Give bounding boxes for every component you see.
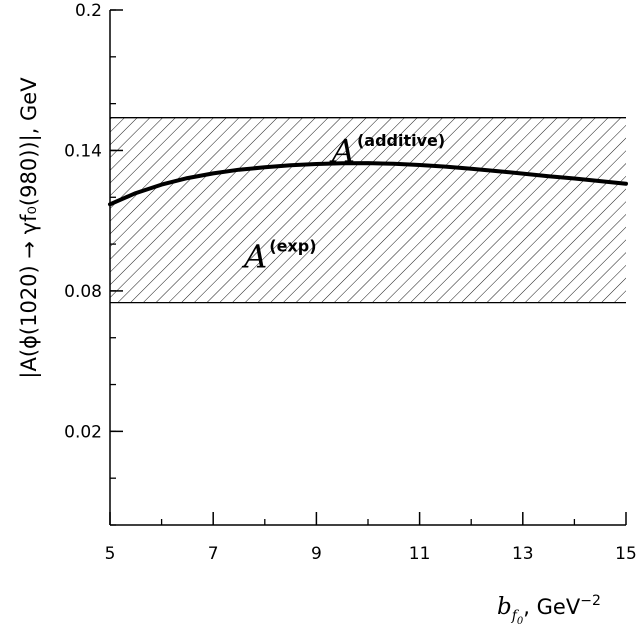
y-tick-label: 0.2 xyxy=(75,1,102,21)
y-tick-label: 0.14 xyxy=(64,141,102,161)
series-line xyxy=(108,161,628,207)
y-tick-label: 0.08 xyxy=(64,282,102,302)
x-tick-label: 13 xyxy=(512,544,534,564)
annotation-exp-base: A xyxy=(241,238,267,276)
annotation-additive-base: A xyxy=(329,132,355,170)
y-axis-title: |A(ϕ(1020) → γf₀(980))|, GeV xyxy=(17,77,42,379)
x-axis-title-exp: −2 xyxy=(580,593,601,609)
annotation-exp-sup: (exp) xyxy=(269,237,316,256)
annotation-additive: A (additive) xyxy=(329,131,445,170)
annotation-additive-sup: (additive) xyxy=(357,131,445,150)
x-axis-title-subsub: 0 xyxy=(517,616,524,627)
hatched-band xyxy=(110,117,626,303)
x-axis-title-var: b xyxy=(497,594,512,620)
x-tick-label: 5 xyxy=(105,544,116,564)
x-tick-label: 11 xyxy=(409,544,431,564)
x-tick-label: 15 xyxy=(615,544,637,564)
y-tick-label: 0.02 xyxy=(64,422,102,442)
x-axis-title-unit: , GeV xyxy=(523,595,581,619)
x-tick-label: 7 xyxy=(208,544,219,564)
x-axis-title: bf0, GeV−2 xyxy=(497,593,601,627)
x-axis-title-sub: f xyxy=(511,608,520,624)
annotation-exp: A (exp) xyxy=(241,237,316,276)
x-tick-label: 9 xyxy=(311,544,322,564)
